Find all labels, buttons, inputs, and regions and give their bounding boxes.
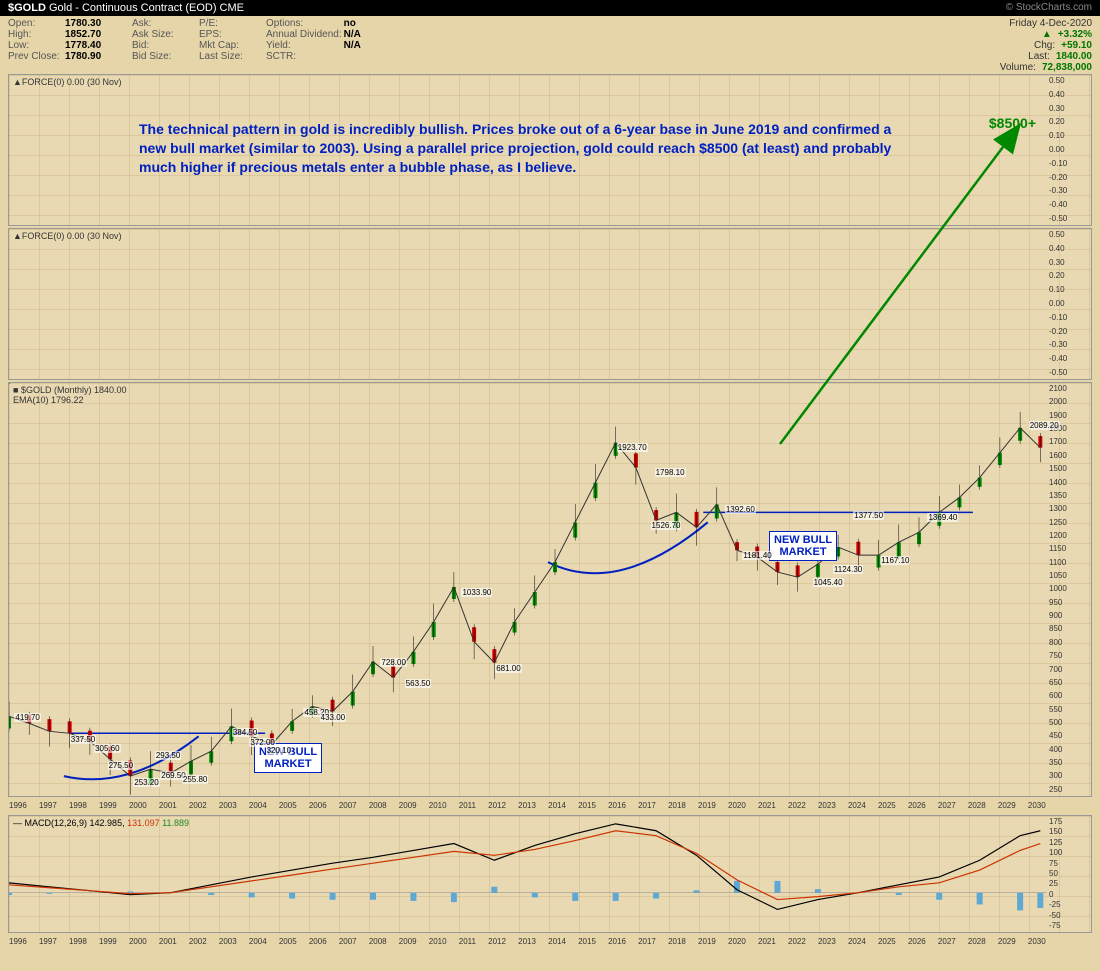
- symbol-desc: Gold - Continuous Contract (EOD) CME: [49, 2, 244, 14]
- pivot-label: 1798.10: [655, 468, 686, 477]
- pivot-label: 1167.10: [880, 556, 910, 565]
- pivot-label: 563.50: [405, 679, 431, 688]
- pivot-label: 728.00: [380, 658, 406, 667]
- pivot-label: 419.70: [14, 713, 40, 722]
- pivot-label: 255.80: [182, 775, 208, 784]
- pivot-label: 337.50: [70, 735, 96, 744]
- pivot-label: 681.00: [495, 664, 521, 673]
- symbol: $GOLD: [8, 2, 46, 14]
- info-row: Open: High: Low: Prev Close: 1780.30 185…: [0, 16, 1100, 75]
- pivot-label: 253.20: [133, 778, 159, 787]
- price-panel: ■ $GOLD (Monthly) 1840.00 EMA(10) 1796.2…: [8, 382, 1092, 797]
- pivot-label: 293.50: [155, 751, 181, 760]
- target-label: $8500+: [989, 115, 1036, 131]
- price-title: ■ $GOLD (Monthly) 1840.00: [13, 385, 127, 395]
- header-bar: $GOLD Gold - Continuous Contract (EOD) C…: [0, 0, 1100, 16]
- price-xaxis: 1996199719981999200020012002200320042005…: [9, 801, 1046, 810]
- force2-yaxis: 0.500.400.300.200.100.00-0.10-0.20-0.30-…: [1049, 229, 1089, 379]
- pivot-label: 433.00: [320, 713, 346, 722]
- pivot-label: 1369.40: [927, 513, 958, 522]
- bull-callout-2: NEW BULLMARKET: [769, 531, 837, 561]
- pivot-label: 1392.60: [725, 505, 756, 514]
- quote-date: Friday 4-Dec-2020: [1000, 18, 1092, 29]
- attribution: © StockCharts.com: [1006, 2, 1092, 14]
- macd-yaxis: 1751501251007550250-25-50-75: [1049, 816, 1089, 932]
- pivot-label: 1033.90: [461, 588, 492, 597]
- force-panel-2: ▲FORCE(0) 0.00 (30 Nov) 0.500.400.300.20…: [8, 228, 1092, 380]
- pivot-label: 1181.40: [742, 551, 772, 560]
- macd-xaxis: 1996199719981999200020012002200320042005…: [9, 937, 1046, 946]
- pivot-label: 320.10: [266, 746, 292, 755]
- macd-panel: — MACD(12,26,9) 142.985, 131.097 11.889 …: [8, 815, 1092, 933]
- pivot-label: 1124.30: [833, 565, 863, 574]
- ema-label: EMA(10) 1796.22: [13, 395, 84, 405]
- pivot-label: 1526.70: [651, 521, 682, 530]
- pivot-label: 275.50: [108, 761, 134, 770]
- pivot-label: 1045.40: [813, 578, 844, 587]
- force1-yaxis: 0.500.400.300.200.100.00-0.10-0.20-0.30-…: [1049, 75, 1089, 225]
- macd-title: — MACD(12,26,9) 142.985, 131.097 11.889: [13, 818, 189, 828]
- pivot-label: 1377.50: [853, 511, 884, 520]
- pivot-label: 384.50: [232, 728, 258, 737]
- main-annotation: The technical pattern in gold is incredi…: [139, 120, 899, 177]
- force-panel-1: ▲FORCE(0) 0.00 (30 Nov) 0.500.400.300.20…: [8, 74, 1092, 226]
- pivot-label: 2089.20: [1029, 421, 1060, 430]
- price-yaxis: 2100200019001800170016001500140013501300…: [1049, 383, 1089, 796]
- pivot-label: 305.60: [94, 744, 120, 753]
- pivot-label: 1923.70: [617, 443, 648, 452]
